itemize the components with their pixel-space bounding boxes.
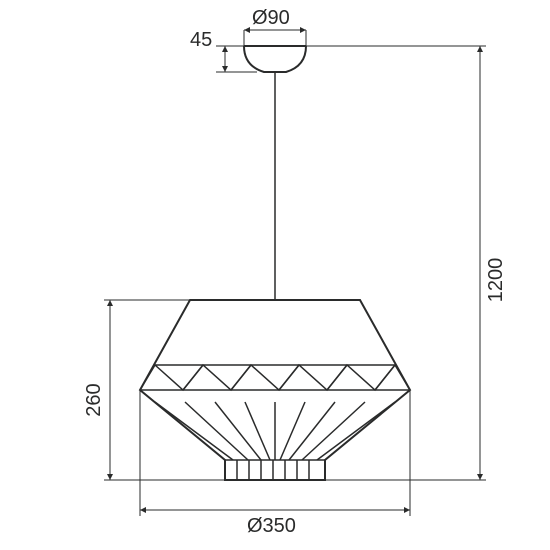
product-outline [140, 46, 410, 480]
label-shade-height: 260 [83, 383, 105, 416]
pendant-lamp-diagram: Ø90 45 1200 260 Ø350 [0, 0, 550, 550]
label-canopy-height: 45 [190, 29, 212, 51]
label-overall-height: 1200 [485, 258, 507, 303]
dimension-lines: Ø90 45 1200 260 Ø350 [83, 7, 507, 537]
label-shade-diameter: Ø350 [247, 515, 296, 537]
label-canopy-diameter: Ø90 [252, 7, 290, 29]
